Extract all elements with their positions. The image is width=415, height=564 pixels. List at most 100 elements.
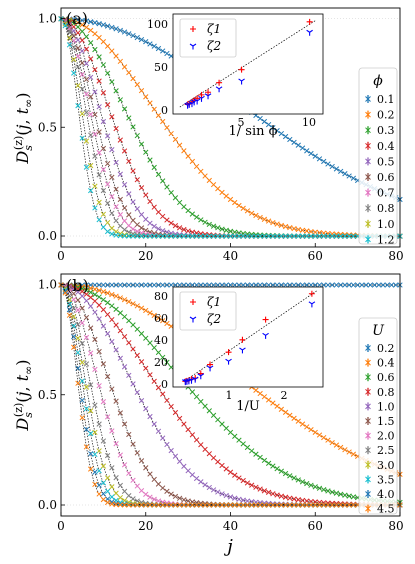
panel-b-point	[240, 282, 246, 288]
panel-b-legend-entry: 0.6	[365, 371, 395, 384]
panel-b-series-4.5	[58, 282, 403, 508]
panel-b-point	[100, 307, 107, 313]
panel-b-point	[257, 454, 263, 461]
panel-b-point	[126, 372, 132, 379]
panel-b-inset-point-zeta2	[308, 301, 316, 308]
panel-b-point	[198, 479, 204, 485]
panel-a-point	[92, 46, 98, 53]
panel-b-point	[143, 465, 149, 471]
panel-b-point	[92, 286, 98, 292]
panel-b-y-ticks: 1.0 0.5 0.0	[38, 278, 65, 512]
panel-b-point	[100, 282, 107, 288]
panel-a-point	[210, 232, 217, 238]
panel-b-point	[215, 282, 221, 288]
panel-a-point	[130, 32, 136, 39]
panel-a-point	[117, 27, 123, 34]
panel-b-point	[79, 340, 85, 347]
panel-b-point	[71, 296, 77, 303]
panel-a-y-ticks: 1.0 0.5 0.0	[38, 12, 65, 243]
panel-b-inset-legend-marker-zeta1	[190, 299, 196, 305]
panel-a-point	[83, 24, 90, 31]
panel-b-point	[117, 502, 123, 508]
panel-b-point	[134, 389, 140, 396]
panel-b-point	[240, 477, 246, 484]
panel-b-legend-label: 0.2	[377, 342, 395, 355]
panel-a-xtick-60: 60	[308, 249, 323, 263]
panel-b-legend-entry: 3.0	[365, 459, 395, 472]
panel-b-inset-x-label: 1/U	[236, 399, 260, 414]
panel-b-point	[126, 299, 132, 305]
panel-b-point	[83, 384, 90, 390]
panel-b-point	[308, 282, 314, 288]
panel-a-point	[100, 211, 107, 217]
panel-b-point	[257, 282, 263, 288]
panel-a-point	[126, 212, 132, 218]
panel-b-point	[113, 441, 119, 447]
panel-b-point	[215, 502, 221, 508]
panel-b-fit-line-4.5	[60, 284, 400, 506]
panel-b-point	[270, 491, 276, 497]
panel-b-point	[88, 294, 94, 301]
panel-b-ytick-1.0: 1.0	[38, 278, 57, 292]
panel-b-legend-entry: 4.0	[365, 488, 395, 501]
panel-b-point	[62, 290, 68, 296]
panel-b-point	[270, 400, 276, 406]
panel-b-point	[278, 406, 285, 412]
panel-b-point	[121, 421, 128, 427]
panel-a-point	[198, 168, 204, 174]
panel-b-inset-legend-label: ζ1	[207, 295, 221, 309]
panel-a-point	[126, 158, 132, 164]
panel-a-legend-marker-cross	[365, 127, 371, 134]
panel-b-point	[100, 361, 107, 367]
panel-a-point	[79, 28, 85, 35]
panel-b-point	[202, 403, 208, 409]
panel-a-point	[79, 17, 85, 24]
panel-b-point	[308, 426, 314, 433]
panel-b-point	[160, 318, 166, 324]
panel-a-point	[185, 228, 191, 234]
panel-b-legend-entry: 2.5	[365, 444, 395, 457]
panel-b-point	[206, 451, 212, 457]
panel-a-point	[100, 224, 107, 230]
panel-a-point	[168, 233, 174, 239]
panel-b-legend-marker-cross	[365, 432, 371, 439]
panel-b-point	[312, 429, 318, 436]
panel-b-point	[109, 303, 115, 309]
panel-b-point	[92, 402, 98, 408]
panel-a-point	[75, 83, 81, 89]
panel-b-point	[274, 492, 280, 498]
panel-a-point	[304, 148, 310, 154]
panel-b-point	[206, 408, 212, 414]
panel-b-point	[189, 472, 196, 478]
panel-a-point	[295, 226, 301, 233]
panel-b-point	[143, 307, 149, 314]
panel-b-point	[138, 331, 145, 337]
panel-a-point	[62, 23, 68, 29]
panel-a-point	[109, 193, 115, 200]
panel-b-inset-legend-marker-zeta2	[189, 316, 197, 323]
panel-b-point	[312, 502, 318, 508]
panel-b-point	[83, 287, 90, 294]
panel-a-point	[109, 174, 115, 180]
panel-a-point	[117, 137, 123, 143]
panel-b-point	[371, 282, 378, 288]
panel-a-point	[96, 34, 102, 41]
panel-b-point	[274, 403, 280, 409]
panel-b-point	[304, 282, 310, 288]
panel-b-point	[265, 489, 272, 495]
panel-a-inset-legend-marker-zeta2	[189, 43, 197, 50]
panel-b-legend-label: 4.5	[377, 503, 395, 516]
panel-a-point	[253, 212, 259, 219]
panel-b-point	[96, 421, 102, 427]
panel-b-point	[96, 282, 102, 288]
panel-a-legend-entry: 0.7	[365, 187, 395, 200]
panel-a-legend-marker-cross	[365, 236, 371, 243]
panel-b-point	[325, 282, 331, 288]
panel-b-point	[338, 282, 344, 288]
panel-a-point	[223, 227, 229, 233]
panel-b-point	[278, 282, 285, 288]
panel-b-point	[151, 282, 157, 288]
panel-a-point	[121, 148, 128, 154]
panel-a-point	[155, 112, 162, 119]
